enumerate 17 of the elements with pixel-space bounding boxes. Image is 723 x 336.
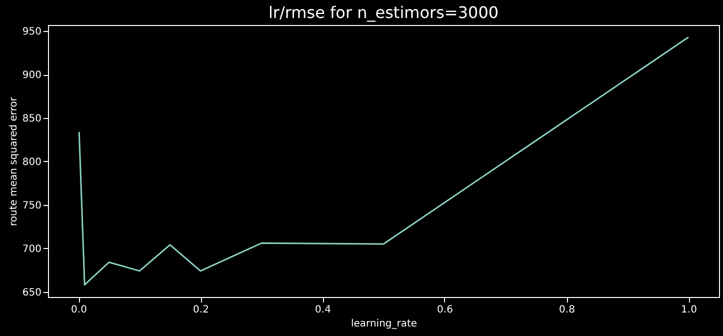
y-tick-label: 950 bbox=[22, 26, 42, 38]
y-tick-label: 700 bbox=[22, 244, 42, 255]
y-tick-label: 800 bbox=[22, 156, 42, 168]
x-axis-title: learning_rate bbox=[350, 318, 418, 330]
x-tick-label: 1.0 bbox=[681, 304, 697, 316]
x-tick-label: 0.4 bbox=[315, 304, 331, 316]
line-series bbox=[78, 36, 690, 286]
x-tick-label: 0.0 bbox=[71, 304, 87, 316]
x-tick-label: 0.2 bbox=[193, 304, 209, 316]
x-tick-label: 0.8 bbox=[559, 304, 575, 316]
y-tick-label: 900 bbox=[22, 70, 42, 82]
y-tick-label: 750 bbox=[22, 200, 42, 212]
y-axis-title: route mean squared error bbox=[8, 96, 20, 226]
chart-title: lr/rmse for n_estimors=3000 bbox=[268, 3, 499, 22]
y-tick-label: 850 bbox=[22, 113, 42, 124]
x-tick-label: 0.6 bbox=[437, 304, 453, 316]
y-tick-label: 650 bbox=[22, 287, 42, 298]
